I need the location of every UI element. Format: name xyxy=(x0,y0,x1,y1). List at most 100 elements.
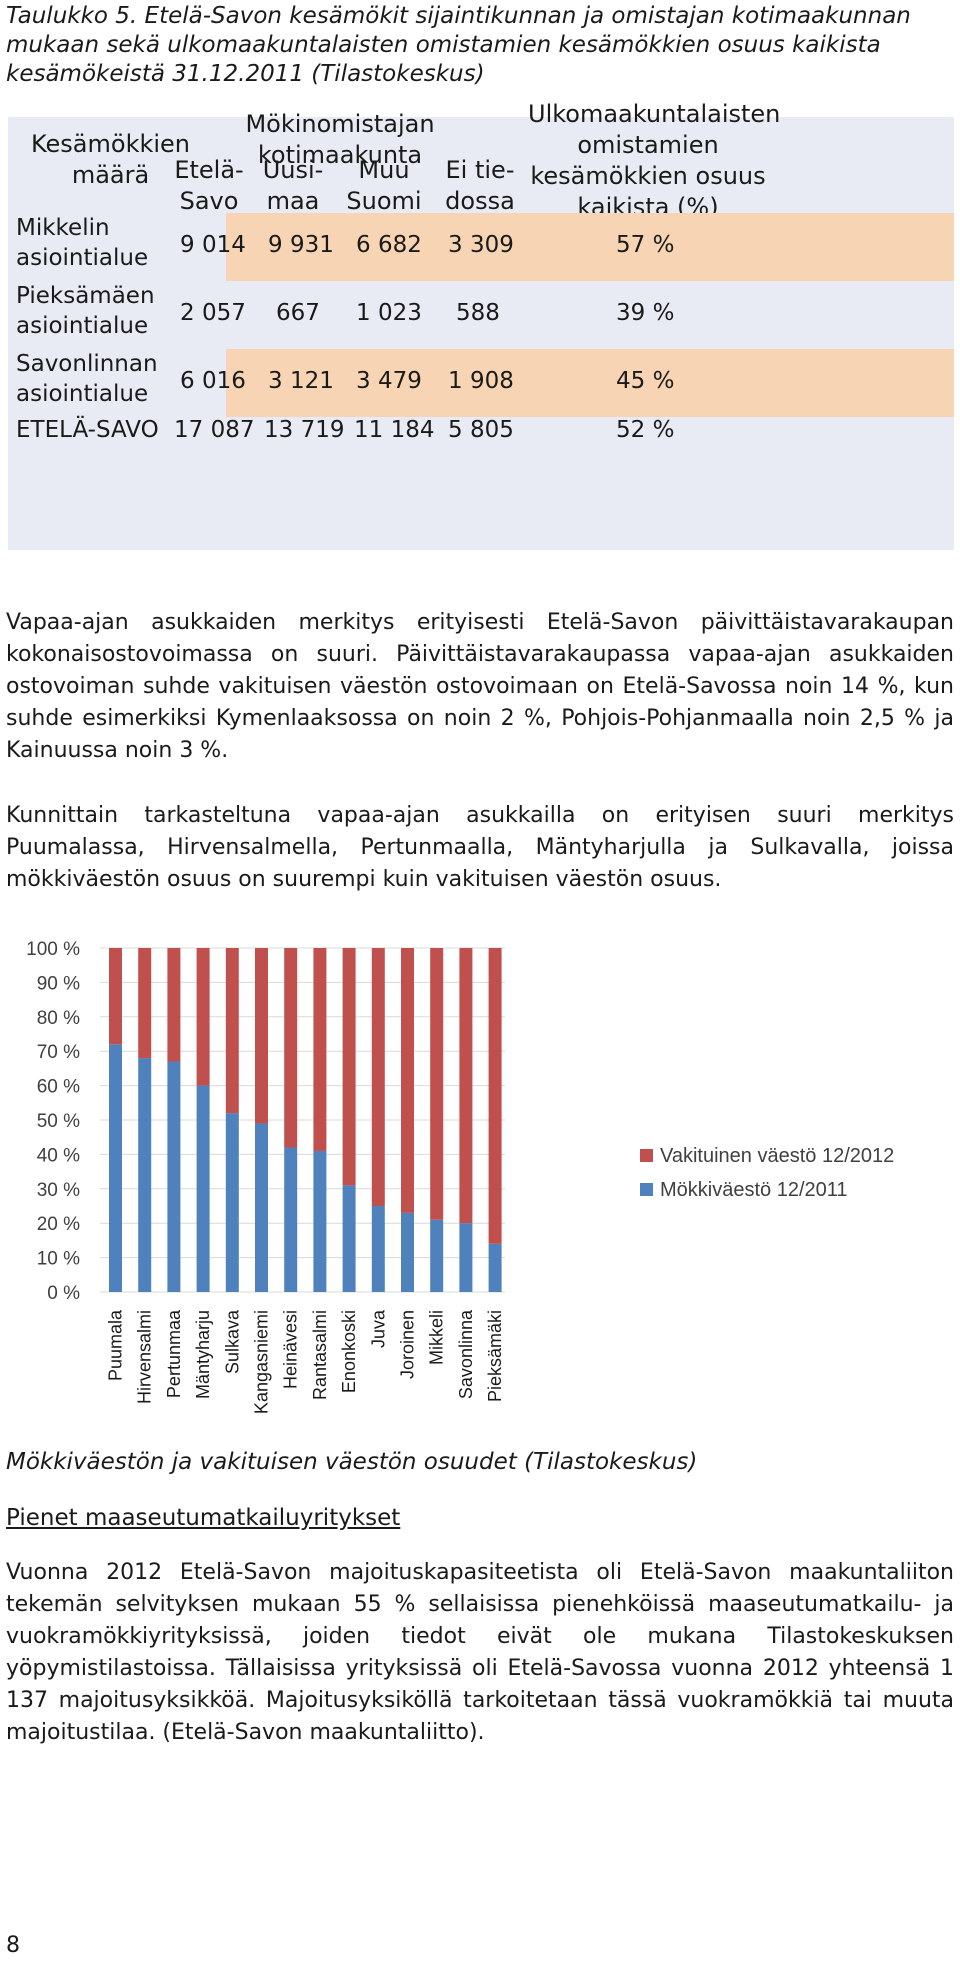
x-tick-label: Juva xyxy=(368,1309,388,1348)
bar-segment xyxy=(459,948,473,1224)
bar-segment xyxy=(313,948,327,1151)
bar-segment xyxy=(430,948,444,1220)
bar-segment xyxy=(167,1061,181,1292)
legend-label: Mökkiväestö 12/2011 xyxy=(660,1179,848,1201)
paragraph-3: Vuonna 2012 Etelä-Savon majoituskapasite… xyxy=(6,1560,954,1745)
legend-swatch xyxy=(640,1183,653,1196)
bar-segment xyxy=(255,948,268,1124)
cell: 2 057 xyxy=(180,300,246,326)
header-col-etela-savo: Etelä-Savo xyxy=(174,156,244,215)
x-tick-label: Sulkava xyxy=(222,1309,242,1374)
x-tick-label: Pertunmaa xyxy=(164,1309,184,1398)
legend-swatch xyxy=(640,1149,653,1162)
bar-segment xyxy=(284,948,298,1148)
cell: 3 121 xyxy=(268,368,334,394)
bar-segment xyxy=(225,948,239,1114)
cell: 45 % xyxy=(616,368,675,394)
bar-segment xyxy=(488,948,502,1244)
cell: 1 908 xyxy=(448,368,514,394)
y-tick-label: 70 % xyxy=(37,1042,80,1063)
bar-segment xyxy=(109,1044,122,1292)
cell: 9 014 xyxy=(180,232,246,258)
y-tick-label: 30 % xyxy=(37,1180,80,1201)
figure-caption: Mökkiväestön ja vakituisen väestön osuud… xyxy=(6,1449,698,1475)
legend-label: Vakituinen väestö 12/2012 xyxy=(660,1145,894,1167)
x-tick-label: Mikkeli xyxy=(427,1310,447,1365)
bar-segment xyxy=(167,948,181,1062)
table-row xyxy=(226,281,954,349)
bar-segment xyxy=(371,948,385,1206)
cottage-table: Kesämökkien määrä Mökinomistajan kotimaa… xyxy=(8,100,954,550)
bar-segment xyxy=(255,1123,268,1292)
header-count: Kesämökkien määrä xyxy=(30,130,191,189)
header-share: Ulkomaakuntalaisten omistamien kesämökki… xyxy=(528,100,781,221)
bar-segment xyxy=(196,948,210,1086)
bar-segment xyxy=(401,948,414,1213)
x-tick-label: Enonkoski xyxy=(339,1310,359,1393)
cell: 6 682 xyxy=(356,232,422,258)
y-tick-label: 10 % xyxy=(37,1249,80,1270)
bar-segment xyxy=(342,948,356,1186)
cell: 9 931 xyxy=(268,232,334,258)
bar-segment xyxy=(313,1150,327,1292)
cell: 667 xyxy=(276,300,320,326)
x-tick-label: Puumala xyxy=(106,1309,126,1381)
row-label: ETELÄ-SAVO xyxy=(16,417,159,443)
header-group: Mökinomistajan kotimaakunta xyxy=(245,110,435,169)
cell: 3 479 xyxy=(356,368,422,394)
y-tick-label: 60 % xyxy=(37,1077,80,1098)
y-tick-label: 20 % xyxy=(37,1214,80,1235)
bar-segment xyxy=(138,1058,152,1292)
y-tick-label: 40 % xyxy=(37,1145,80,1166)
y-tick-label: 0 % xyxy=(47,1283,80,1304)
bar-segment xyxy=(284,1147,298,1292)
cell: 11 184 xyxy=(354,417,435,443)
cell: 13 719 xyxy=(264,417,345,443)
paragraph-1: Vapaa-ajan asukkaiden merkitys erityises… xyxy=(6,610,954,763)
cell: 1 023 xyxy=(356,300,422,326)
y-tick-label: 50 % xyxy=(37,1111,80,1132)
x-tick-label: Mäntyharju xyxy=(193,1310,213,1399)
x-tick-label: Savonlinna xyxy=(456,1309,476,1399)
bar-segment xyxy=(196,1085,210,1292)
header-col-ei-tiedossa: Ei tie-dossa xyxy=(445,156,515,215)
table-caption: Taulukko 5. Etelä-Savon kesämökit sijain… xyxy=(6,3,911,87)
cell: 57 % xyxy=(616,232,675,258)
table-row xyxy=(226,349,954,417)
x-tick-label: Heinävesi xyxy=(281,1310,301,1389)
cell: 3 309 xyxy=(448,232,514,258)
bar-segment xyxy=(342,1185,356,1292)
x-tick-label: Kangasniemi xyxy=(252,1310,272,1414)
cell: 588 xyxy=(456,300,500,326)
y-tick-label: 80 % xyxy=(37,1008,80,1029)
cell: 5 805 xyxy=(448,417,514,443)
bar-segment xyxy=(225,1113,239,1292)
cell: 6 016 xyxy=(180,368,246,394)
bar-segment xyxy=(109,948,122,1045)
row-label: Savonlinnan asiointialue xyxy=(16,351,158,407)
x-tick-label: Joroinen xyxy=(398,1310,418,1379)
y-tick-label: 100 % xyxy=(26,939,80,960)
x-tick-label: Hirvensalmi xyxy=(135,1310,155,1404)
paragraph-2: Kunnittain tarkasteltuna vapaa-ajan asuk… xyxy=(6,803,954,892)
header-col-uusimaa: Uusi-maa xyxy=(262,156,324,215)
x-tick-label: Pieksämäki xyxy=(485,1310,505,1402)
bar-segment xyxy=(138,948,152,1059)
bar-segment xyxy=(401,1212,414,1292)
cell: 39 % xyxy=(616,300,675,326)
table-row xyxy=(226,213,954,281)
x-tick-label: Rantasalmi xyxy=(310,1310,330,1400)
bar-segment xyxy=(459,1223,473,1292)
row-label: Mikkelin asiointialue xyxy=(16,215,149,271)
cell: 17 087 xyxy=(174,417,255,443)
bar-segment xyxy=(371,1206,385,1292)
row-label: Pieksämäen asiointialue xyxy=(16,283,155,339)
bar-segment xyxy=(488,1243,502,1292)
y-tick-label: 90 % xyxy=(37,973,80,994)
header-col-muu-suomi: Muu Suomi xyxy=(346,156,422,215)
population-share-chart: 0 % 10 % 20 % 30 % 40 % 50 % 60 % 70 % 80 % 90 % 1… xyxy=(26,939,894,1414)
bar-segment xyxy=(430,1219,444,1292)
cell: 52 % xyxy=(616,417,675,443)
section-title: Pienet maaseutumatkailuyritykset xyxy=(6,1505,401,1531)
page-number: 8 xyxy=(6,1933,20,1958)
